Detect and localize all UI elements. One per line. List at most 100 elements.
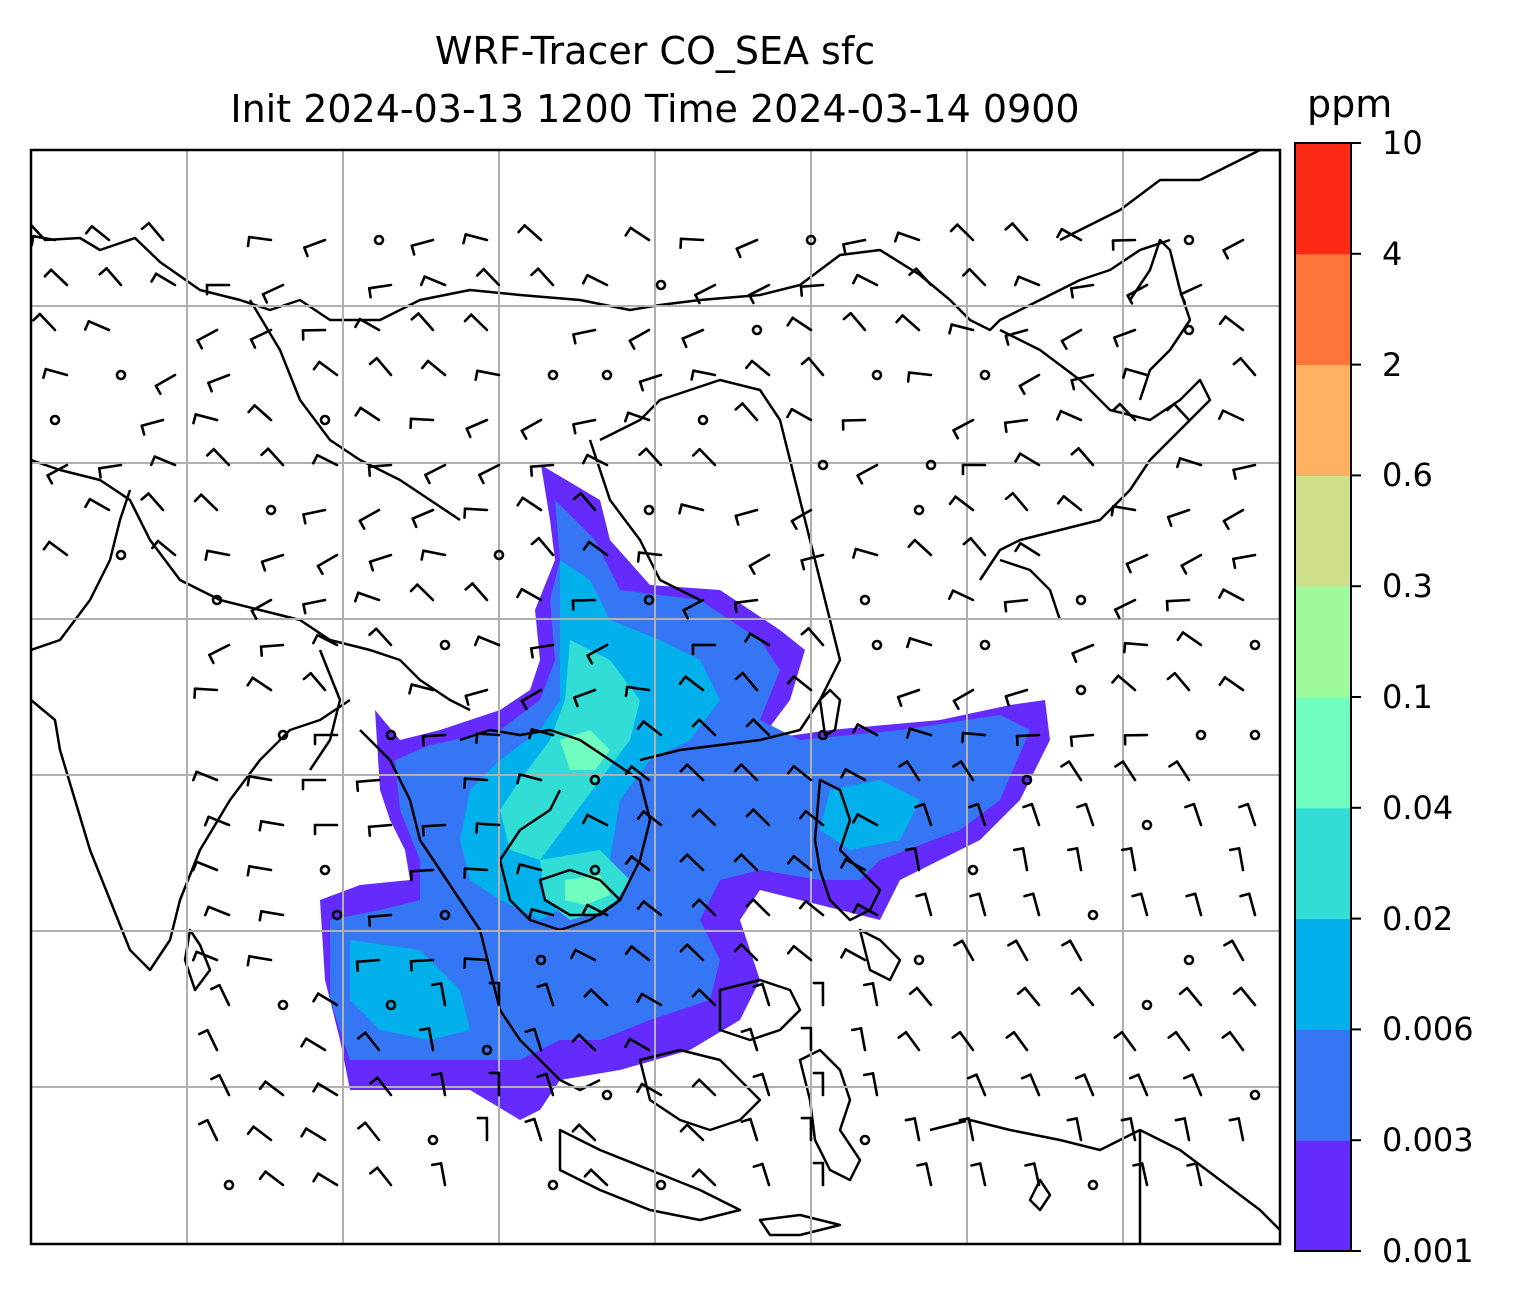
wind-barb: [572, 418, 597, 435]
wind-barb: [475, 732, 501, 744]
lat-lon-gridlines: [31, 150, 1280, 1244]
wind-barb: [211, 594, 223, 606]
wind-barb: [583, 988, 609, 1007]
wind-barb: [250, 598, 273, 620]
wind-barb: [691, 1168, 717, 1187]
wind-barb: [368, 1166, 393, 1187]
wind-barb: [312, 360, 339, 377]
colorbar-tick-label: 2: [1382, 345, 1403, 384]
wind-barb: [1022, 802, 1041, 827]
wind-barb: [748, 283, 771, 305]
wind-barb: [961, 731, 987, 744]
wind-barb: [1060, 328, 1083, 351]
wind-barb: [463, 957, 489, 969]
wind-barb: [205, 283, 231, 296]
wind-barb: [1232, 553, 1257, 570]
wind-barb: [1123, 733, 1149, 746]
wind-barb: [581, 273, 609, 287]
wind-barb: [679, 943, 705, 962]
wind-barb: [356, 1031, 381, 1052]
colorbar: [1295, 142, 1361, 1252]
wind-barb: [1126, 283, 1149, 305]
wind-barb: [367, 463, 393, 478]
wind-barb: [908, 986, 933, 1007]
wind-barb: [1070, 986, 1095, 1007]
wind-barb: [1232, 986, 1257, 1007]
wind-barb: [31, 234, 57, 247]
wind-barb: [636, 810, 663, 827]
wind-barb: [203, 815, 231, 827]
wind-barb: [572, 328, 597, 345]
wind-barb: [1120, 1117, 1137, 1142]
wind-barb: [906, 727, 933, 739]
wind-barb: [409, 868, 435, 882]
wind-barb: [1069, 733, 1095, 748]
wind-barb: [311, 453, 339, 467]
wind-barb: [1232, 463, 1257, 480]
wind-barb: [583, 1168, 609, 1187]
wind-barb: [410, 312, 435, 332]
wind-barb: [1123, 641, 1149, 654]
wind-barb: [913, 504, 925, 516]
wind-barb: [1249, 1089, 1261, 1101]
wind-barb: [430, 1072, 447, 1097]
wind-barb: [949, 223, 975, 242]
wind-barb: [570, 948, 597, 962]
wind-barb: [589, 864, 601, 876]
wind-barb: [1141, 819, 1153, 831]
wind-barb: [734, 671, 759, 692]
wind-barb: [655, 279, 667, 291]
wind-barb: [49, 414, 61, 426]
wind-barb: [624, 945, 651, 962]
wind-barb: [547, 369, 559, 381]
wind-barb: [966, 1073, 987, 1097]
wind-barb: [951, 1030, 975, 1052]
wind-barb: [907, 538, 933, 557]
wind-barb: [953, 939, 975, 962]
wind-barb: [302, 508, 327, 525]
wind-barb: [740, 1117, 759, 1142]
wind-barb: [1066, 1117, 1083, 1142]
wind-barb: [745, 359, 771, 377]
wind-barb: [419, 275, 447, 287]
wind-barb: [520, 418, 543, 440]
wind-barb: [916, 1162, 933, 1187]
wind-barb: [744, 632, 771, 647]
wind-barb: [1125, 553, 1149, 574]
wind-barb: [193, 493, 219, 512]
wind-barb: [961, 267, 987, 287]
wind-barb: [1056, 495, 1083, 512]
wind-barb: [1185, 892, 1203, 917]
wind-barb: [850, 1027, 867, 1052]
wind-barb: [1070, 373, 1095, 391]
wind-barb: [1120, 847, 1137, 872]
wind-barb: [1141, 999, 1153, 1011]
wind-barbs: [31, 221, 1261, 1191]
wind-barb: [1176, 457, 1203, 469]
wind-barb: [812, 1071, 825, 1097]
wind-barb: [516, 773, 543, 785]
wind-barb: [636, 900, 663, 917]
wind-barb: [952, 418, 975, 440]
wind-barb: [474, 369, 501, 381]
wind-barb: [1066, 847, 1083, 872]
wind-barb: [1222, 508, 1245, 531]
wind-barb: [913, 954, 925, 966]
wind-barb: [817, 729, 829, 741]
wind-barb: [852, 273, 879, 287]
wind-barb: [643, 504, 655, 516]
wind-barb: [871, 369, 883, 381]
colorbar-segment: [1295, 364, 1351, 476]
wind-barb: [655, 1179, 667, 1191]
map-title-line2: Init 2024-03-13 1200 Time 2024-03-14 090…: [230, 87, 1080, 131]
wind-barb: [42, 367, 69, 380]
wind-barb: [1023, 892, 1041, 917]
wind-barb: [817, 459, 829, 471]
wind-barb: [1183, 234, 1195, 246]
wind-barb: [690, 369, 717, 381]
wind-barb: [624, 1037, 651, 1052]
wind-barb: [1132, 1162, 1149, 1187]
wind-barb: [191, 770, 219, 782]
wind-barb: [906, 637, 933, 649]
